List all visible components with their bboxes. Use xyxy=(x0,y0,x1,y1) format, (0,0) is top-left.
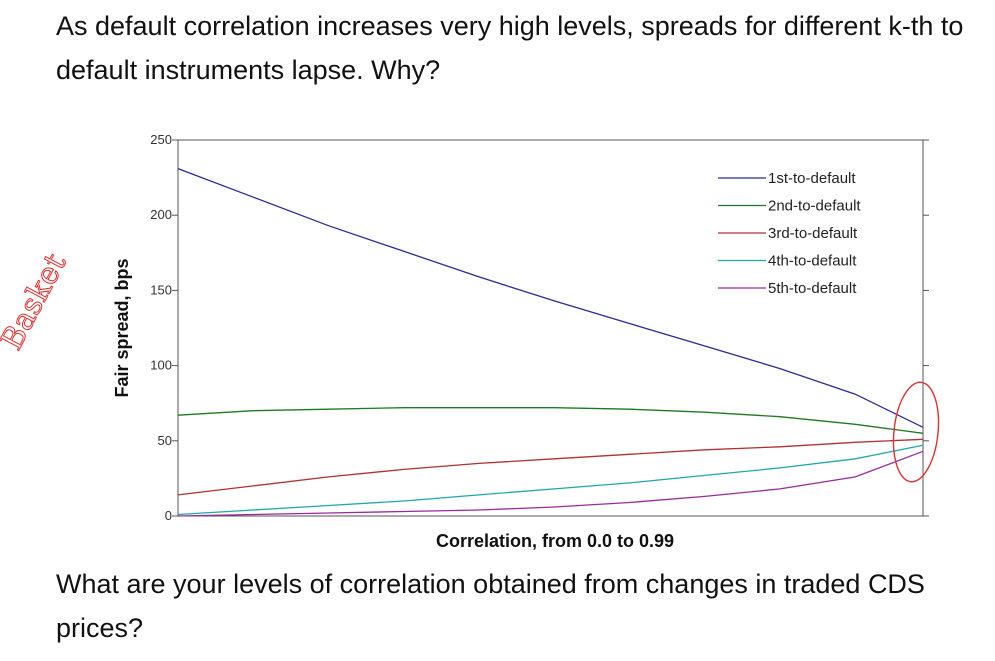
series-line-5 xyxy=(177,450,924,517)
handwritten-note: Basket xyxy=(0,248,74,356)
series-line-1 xyxy=(177,167,924,428)
series-line-3 xyxy=(177,438,924,496)
series-line-2 xyxy=(177,407,924,434)
y-tick-label: 50 xyxy=(158,433,172,448)
slide-heading: As default correlation increases very hi… xyxy=(56,11,964,85)
plot-area xyxy=(177,139,924,517)
legend-label-2: 2nd-to-default xyxy=(768,198,861,215)
y-axis-title: Fair spread, bps xyxy=(112,258,132,397)
convergence-circle-annotation xyxy=(892,381,940,483)
series-line-4 xyxy=(177,444,924,516)
legend-label-1: 1st-to-default xyxy=(768,170,856,187)
y-tick-label: 150 xyxy=(150,282,172,297)
x-axis-title: Correlation, from 0.0 to 0.99 xyxy=(436,531,674,551)
y-tick-label: 0 xyxy=(165,508,172,523)
y-axis-ticks: 0 50 100 150 200 250 xyxy=(150,132,929,523)
series-lines xyxy=(177,167,924,517)
slide-footer-question: What are your levels of correlation obta… xyxy=(56,569,925,643)
legend-label-3: 3rd-to-default xyxy=(768,225,858,242)
y-tick-label: 250 xyxy=(150,132,172,147)
legend: 1st-to-default 2nd-to-default 3rd-to-defau… xyxy=(718,170,861,297)
y-tick-label: 200 xyxy=(150,207,172,222)
legend-label-4: 4th-to-default xyxy=(768,253,857,270)
y-tick-label: 100 xyxy=(150,358,172,373)
legend-label-5: 5th-to-default xyxy=(768,280,857,297)
